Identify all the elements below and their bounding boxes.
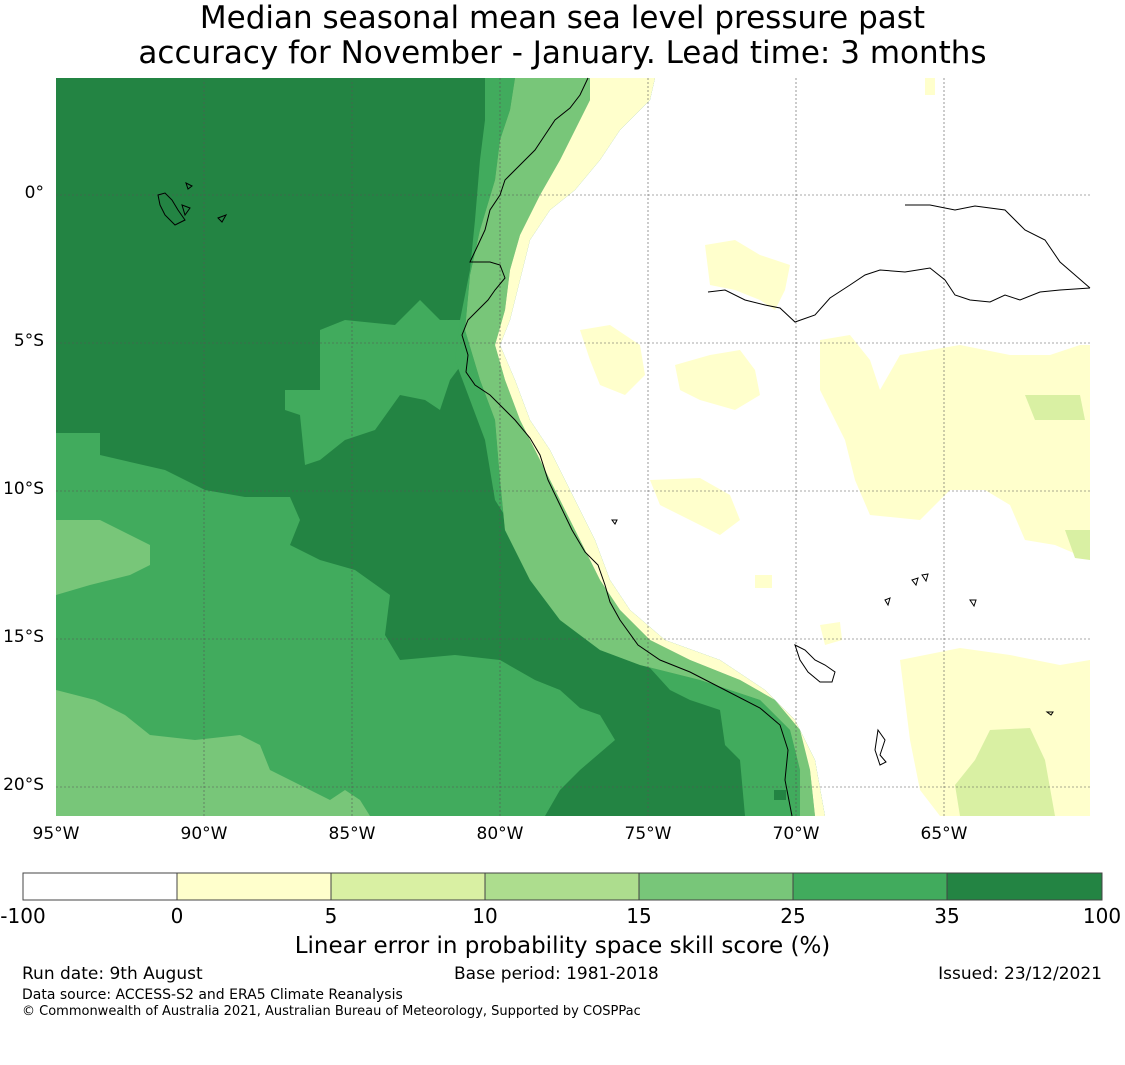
graticule — [56, 78, 1090, 816]
run-date: Run date: 9th August — [22, 964, 203, 984]
small-lake-d — [969, 599, 977, 608]
zone-35-100-cell — [774, 790, 786, 800]
lat-label-15s: 15°S — [3, 627, 44, 647]
zone-15-25-southwest-b — [56, 690, 370, 816]
zone-5-10-patch-a — [1025, 395, 1085, 420]
colorbar — [22, 872, 1103, 901]
lat-label-10s: 10°S — [3, 479, 44, 499]
lon-label-75w: 75°W — [624, 824, 672, 844]
zone-0-5-patch-h — [755, 575, 772, 588]
zone-5-10-patch-c — [955, 728, 1055, 816]
colorbar-tick-15: 15 — [626, 904, 652, 928]
galapagos-island-d — [185, 182, 193, 190]
zone-0-5-patch-e — [650, 478, 740, 535]
colorbar-bin-10-15 — [484, 872, 640, 901]
lon-label-65w: 65°W — [920, 824, 968, 844]
colorbar-label: Linear error in probability space skill … — [294, 933, 831, 959]
colorbar-tick-35: 35 — [934, 904, 960, 928]
zone-5-10-patch-b — [1065, 530, 1090, 560]
zone-neg-0-land — [500, 78, 1090, 816]
colorbar-bin-0-5 — [176, 872, 332, 901]
zone-0-5-patch-a — [705, 240, 790, 310]
lat-label-5s: 5°S — [13, 331, 44, 351]
colorbar-tick-100: 100 — [1082, 904, 1122, 928]
coastlines — [157, 77, 1091, 817]
zone-0-5-patch-b — [580, 325, 645, 395]
lat-label-0: 0° — [24, 183, 44, 203]
zone-0-5-patch-d — [820, 335, 1090, 560]
zone-25-35-coast — [455, 78, 800, 816]
zone-0-5-patch-g — [925, 78, 935, 95]
galapagos-island-a — [157, 192, 186, 226]
zone-25-35-south — [56, 433, 615, 816]
map-title-line-2: accuracy for November - January. Lead ti… — [138, 35, 987, 71]
data-source: Data source: ACCESS-S2 and ERA5 Climate … — [22, 987, 403, 1003]
galapagos-island-c — [217, 214, 228, 223]
zone-0-5-patch-c — [675, 350, 760, 410]
putumayo-river-border — [905, 204, 1091, 289]
south-america-coastline — [461, 77, 793, 817]
colorbar-bin-15-25 — [638, 872, 794, 901]
colorbar-tick-0: 0 — [170, 904, 184, 928]
small-lake-a — [911, 577, 919, 587]
lake-poopo — [874, 728, 887, 766]
lon-label-70w: 70°W — [772, 824, 820, 844]
lon-label-95w: 95°W — [32, 824, 80, 844]
colorbar-tick-10: 10 — [472, 904, 498, 928]
colorbar-bin-5-10 — [330, 872, 486, 901]
titicaca-lake — [794, 644, 836, 683]
colorbar-tick-25: 25 — [780, 904, 806, 928]
colorbar-bin-25-35 — [792, 872, 948, 901]
colorbar-tick-5: 5 — [324, 904, 338, 928]
copyright: © Commonwealth of Australia 2021, Austra… — [22, 1004, 641, 1019]
lon-label-85w: 85°W — [328, 824, 376, 844]
colorbar-bin-35-100 — [946, 872, 1103, 901]
base-period: Base period: 1981-2018 — [454, 964, 659, 984]
small-lake-b — [921, 573, 929, 583]
galapagos-island-b — [181, 204, 191, 217]
small-lake-e — [611, 519, 618, 525]
lon-label-90w: 90°W — [180, 824, 228, 844]
issued-date: Issued: 23/12/2021 — [938, 964, 1102, 984]
small-lake-f — [1045, 711, 1054, 716]
lon-label-80w: 80°W — [476, 824, 524, 844]
zone-15-25-southwest-a — [56, 520, 150, 595]
lat-label-20s: 20°S — [3, 775, 44, 795]
colorbar-bin-neg100-0 — [22, 872, 178, 901]
amazon-river-border — [707, 267, 1091, 323]
colorbar-tick-neg100: -100 — [0, 904, 46, 928]
map-title-line-1: Median seasonal mean sea level pressure … — [199, 0, 926, 36]
small-lake-c — [884, 597, 891, 607]
zone-25-35-central — [285, 300, 465, 465]
